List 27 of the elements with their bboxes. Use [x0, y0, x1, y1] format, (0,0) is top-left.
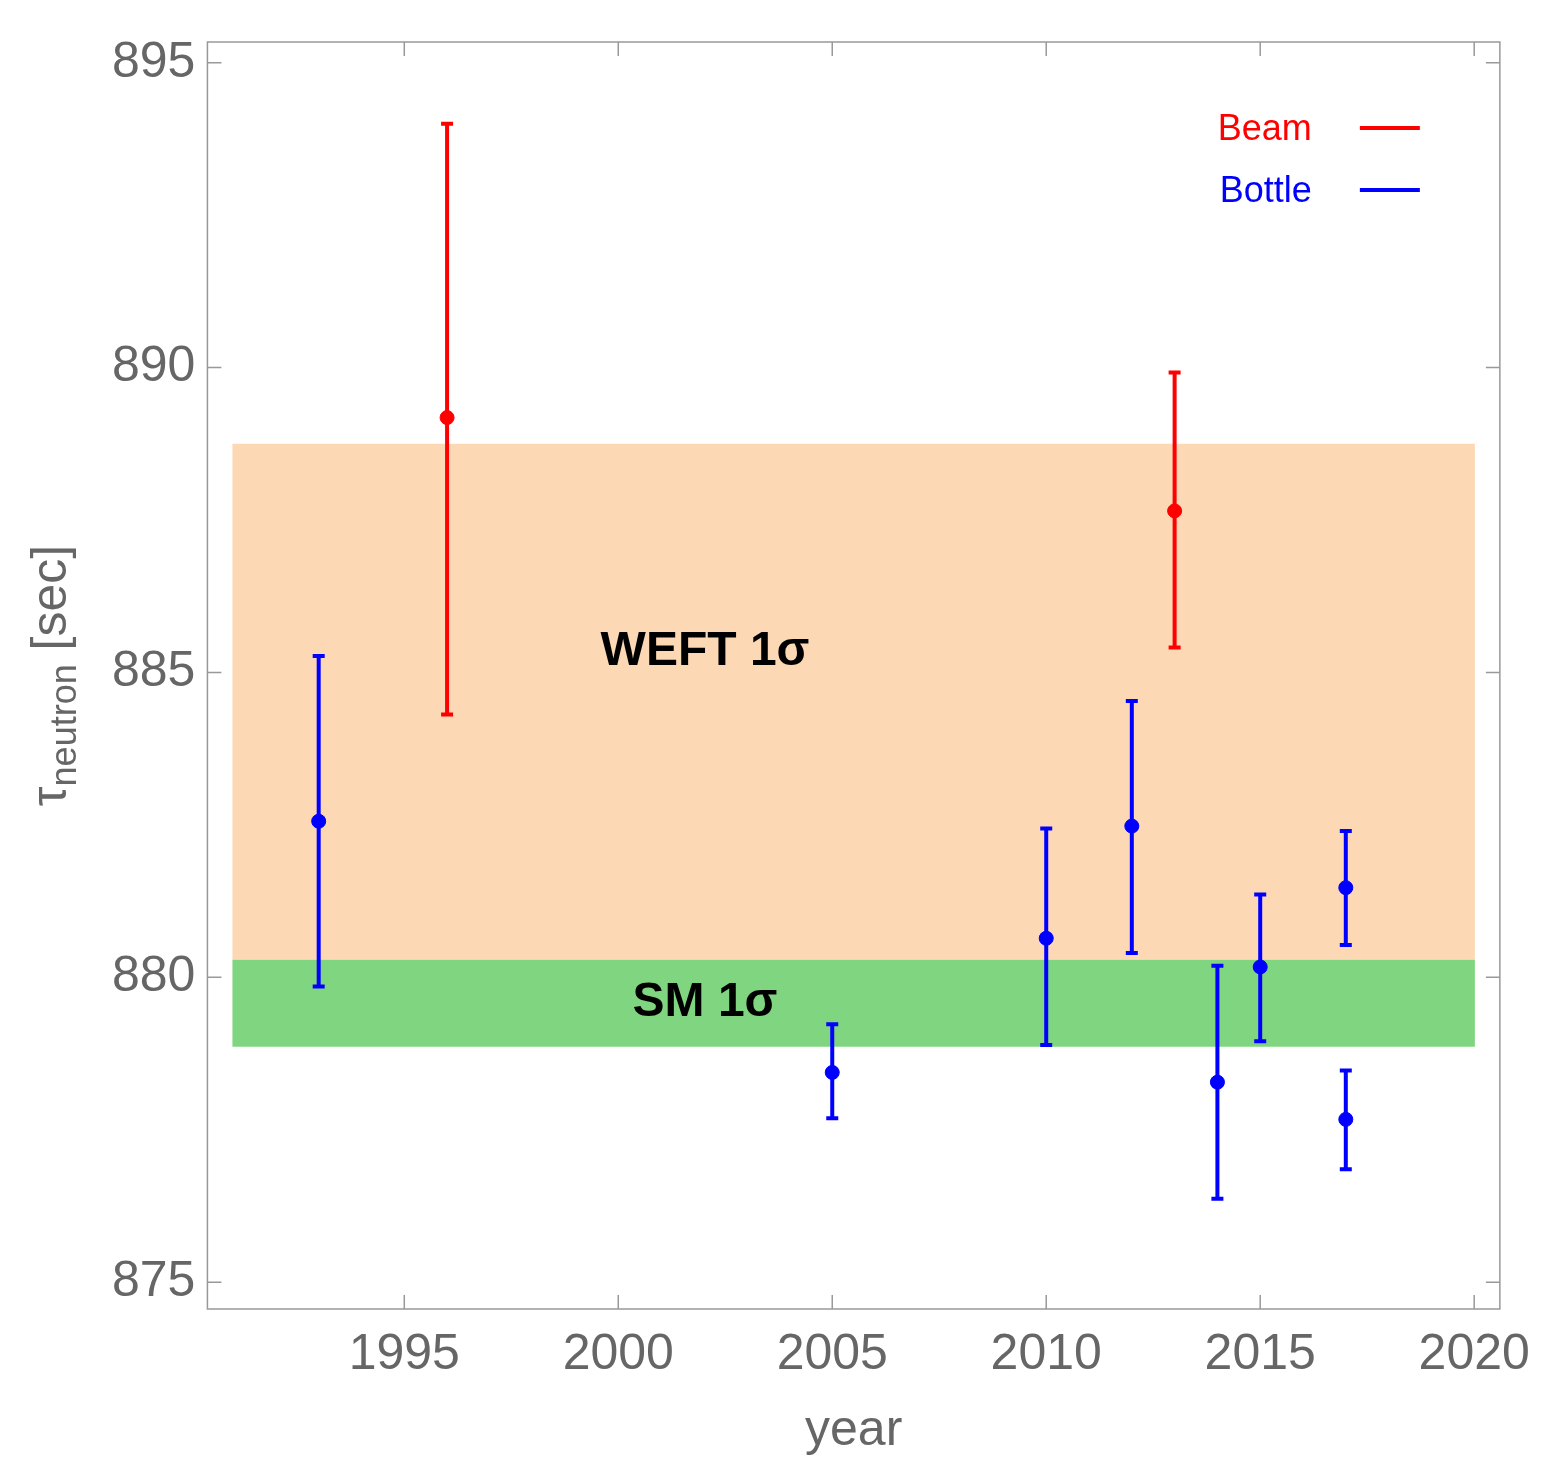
x-tick-label: 2010 — [990, 1323, 1102, 1380]
point — [1167, 503, 1183, 519]
band-label: WEFT 1σ — [600, 621, 810, 675]
y-tick-label: 880 — [111, 946, 196, 1003]
point — [311, 813, 327, 829]
y-tick-label: 875 — [111, 1250, 196, 1307]
point — [1252, 959, 1268, 975]
x-tick-label: 1995 — [348, 1323, 460, 1380]
x-axis-title: year — [805, 1399, 903, 1456]
x-tick-label: 2000 — [562, 1323, 674, 1380]
legend-label: Beam — [1217, 106, 1312, 148]
point — [439, 410, 455, 426]
point — [824, 1064, 840, 1080]
point — [1038, 930, 1054, 946]
y-axis-title: τneutron [sec] — [20, 544, 84, 807]
x-tick-label: 2005 — [776, 1323, 888, 1380]
point — [1209, 1074, 1225, 1090]
point — [1124, 818, 1140, 834]
band-label: SM 1σ — [632, 973, 778, 1027]
y-tick-label: 885 — [111, 641, 196, 698]
x-tick-label: 2015 — [1204, 1323, 1316, 1380]
point — [1338, 880, 1354, 896]
y-tick-label: 890 — [111, 336, 196, 393]
legend-label: Bottle — [1219, 168, 1312, 210]
x-tick-label: 2020 — [1418, 1323, 1530, 1380]
point — [1338, 1111, 1354, 1127]
y-tick-label: 895 — [111, 31, 196, 88]
